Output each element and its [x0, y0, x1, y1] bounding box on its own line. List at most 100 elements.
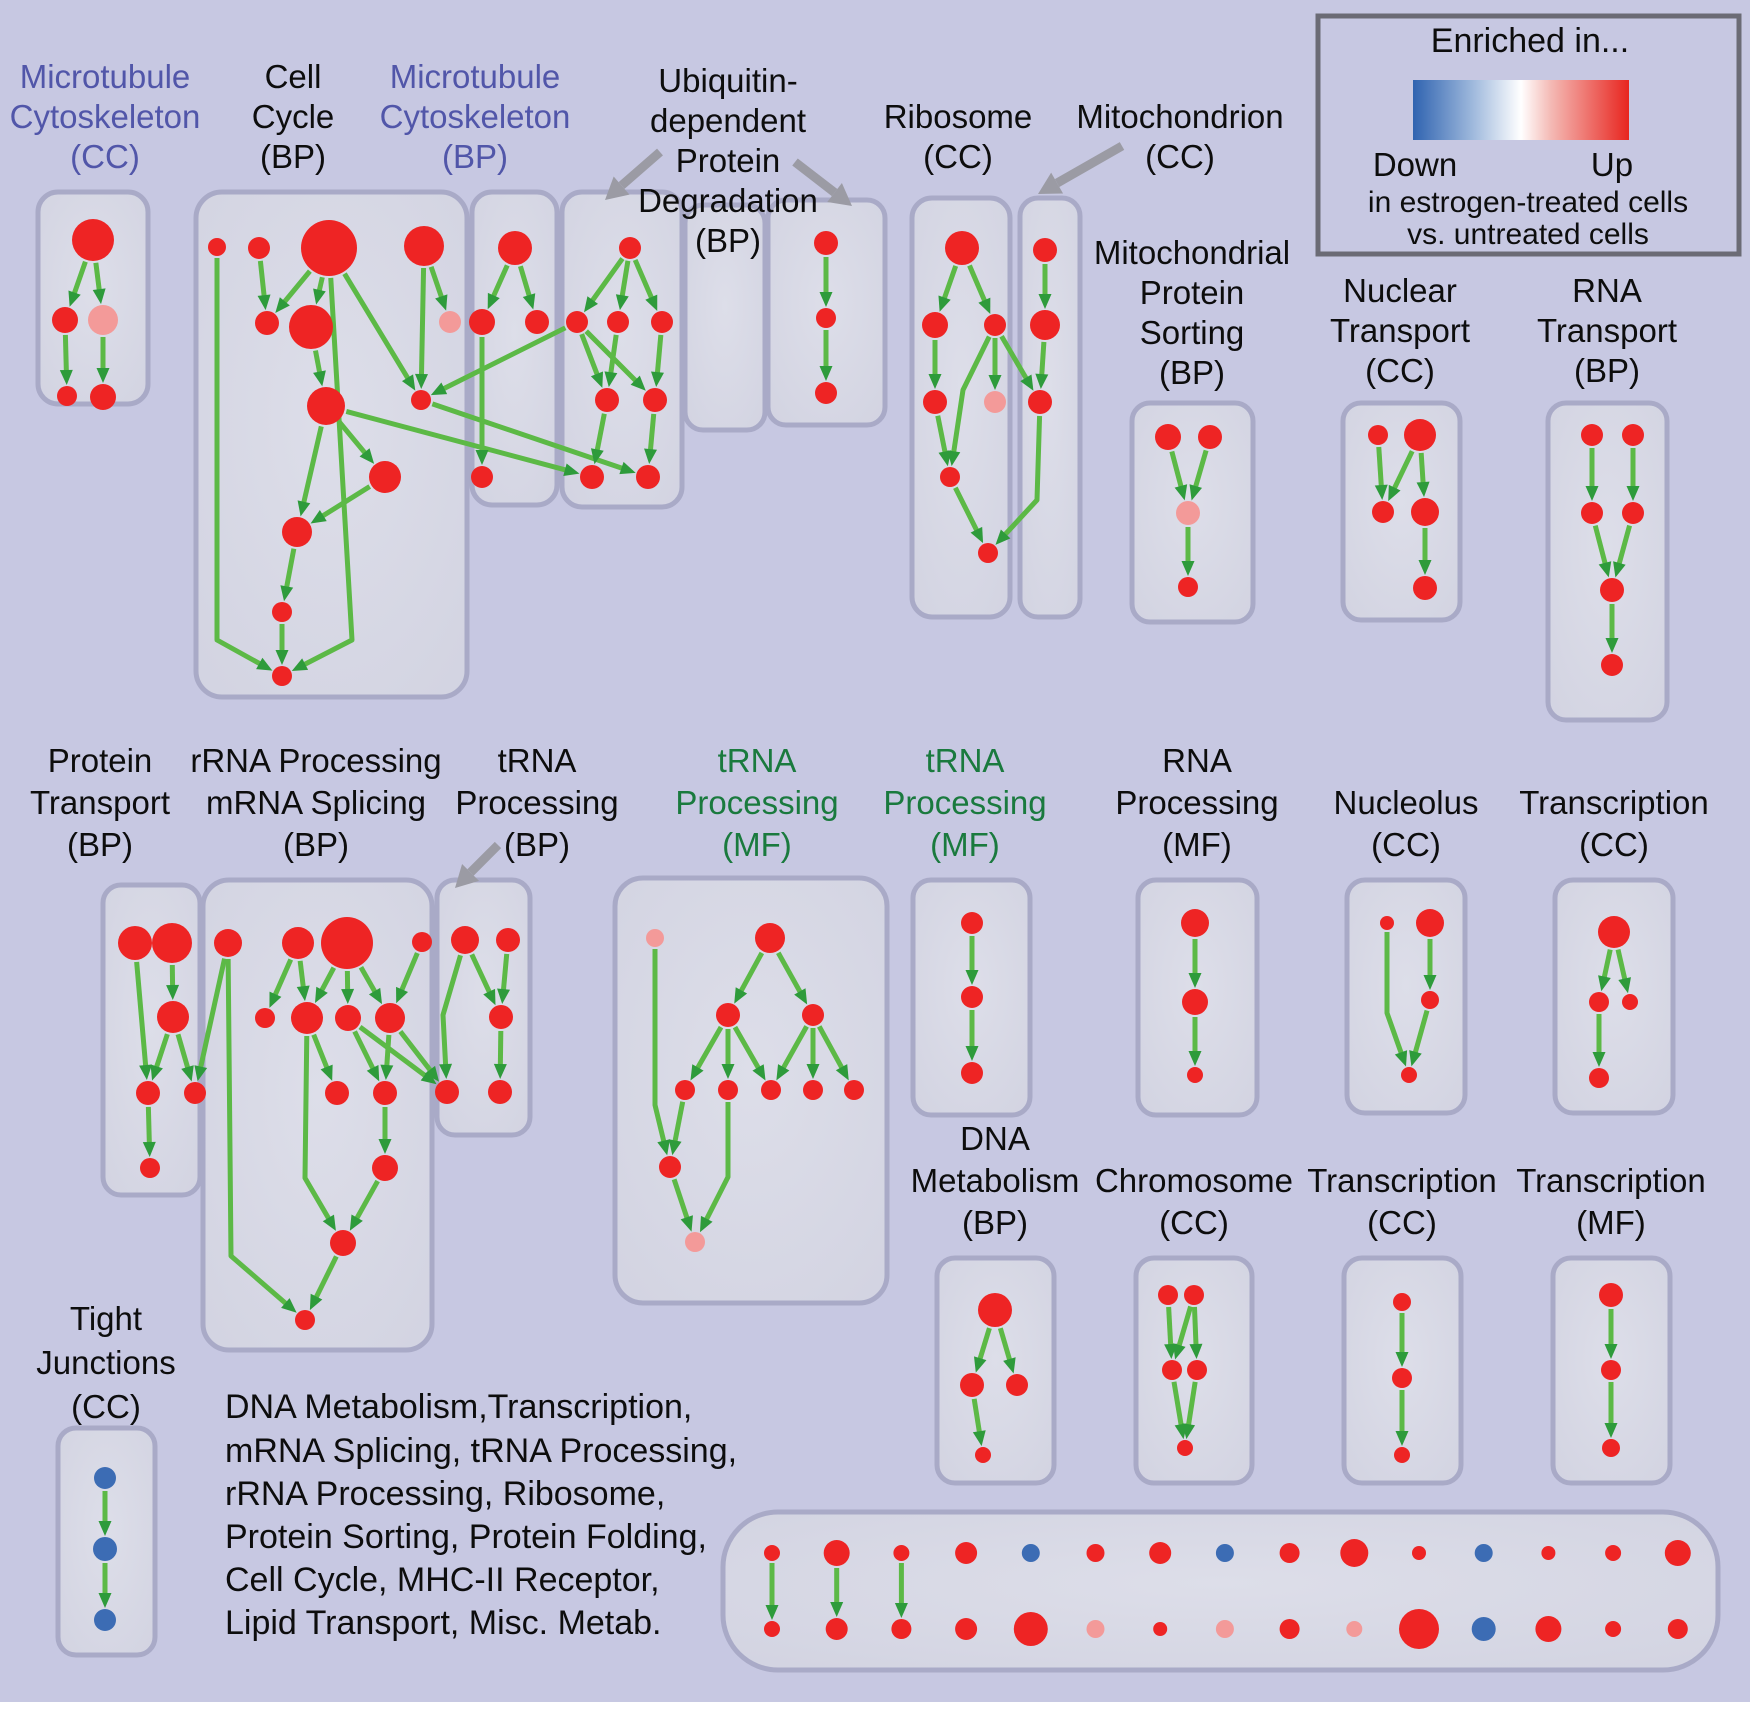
edge-arrowhead	[297, 500, 311, 517]
edge-arrowhead	[590, 371, 604, 388]
node-d3	[1006, 1374, 1028, 1396]
node-j2	[93, 1537, 117, 1561]
edge-arrowhead	[98, 1521, 112, 1536]
edge-arrowhead	[830, 1602, 844, 1617]
ubiquitin-label-line: dependent	[650, 102, 806, 139]
mitochondrion-label: Mitochondrion(CC)	[1076, 98, 1283, 175]
edge-arrowhead	[965, 1046, 979, 1061]
legend-title: Enriched in...	[1431, 22, 1629, 60]
edge-arrowhead	[806, 1064, 820, 1079]
tight-junctions-label: Tight Junctions (CC)	[36, 1300, 175, 1425]
ribosome-label-line: Ribosome	[884, 98, 1033, 135]
edge-line	[1616, 524, 1632, 567]
edge-arrowhead	[1003, 1357, 1016, 1374]
node-mc6t	[1149, 1542, 1172, 1564]
node-T2	[1622, 424, 1644, 446]
legend-subtitle-1: in estrogen-treated cells	[1368, 186, 1688, 219]
dna-metabolism-label-line: Metabolism	[911, 1162, 1080, 1199]
mito-sort-label-line: Mitochondrial	[1094, 234, 1290, 271]
node-mc6b	[1153, 1622, 1168, 1636]
node-c1	[208, 238, 226, 256]
node-d4	[975, 1447, 991, 1463]
rna-proc-mf-label: RNA Processing (MF)	[1115, 742, 1278, 863]
node-N1	[1368, 425, 1388, 445]
edge-line	[153, 1033, 170, 1071]
mt-cc-label-line: Cytoskeleton	[10, 98, 201, 135]
edge-line	[398, 1029, 434, 1074]
node-m2	[755, 923, 785, 953]
node-P5	[184, 1082, 206, 1104]
node-n1	[1380, 916, 1394, 930]
edge-line	[1169, 450, 1185, 490]
edge-arrowhead	[630, 375, 646, 391]
edge-arrowhead	[970, 526, 984, 544]
edge-line	[654, 334, 664, 376]
trna-mf1-label: tRNA Processing (MF)	[675, 742, 838, 863]
edge-arrowhead	[938, 450, 952, 467]
node-mc1b	[825, 1618, 848, 1640]
node-N2	[1404, 419, 1436, 451]
edge-arrowhead	[835, 1064, 849, 1081]
node-x3	[1394, 1447, 1410, 1463]
nuclear-transport-label-line: Nuclear	[1343, 272, 1457, 309]
node-c13	[272, 666, 292, 686]
edge-line	[588, 257, 625, 304]
edge-arrowhead	[349, 1214, 363, 1231]
edge-arrowhead	[150, 1064, 163, 1081]
node-T4	[1622, 502, 1644, 524]
edge-arrowhead	[341, 988, 355, 1005]
edge-arrowhead	[256, 657, 273, 671]
protein-transport-label-line: Protein	[48, 742, 153, 779]
edge-arrowhead	[651, 371, 664, 388]
transcription-cc-bot-label-line: Transcription	[1307, 1162, 1497, 1199]
edge-arrowhead	[1605, 638, 1619, 653]
node-c11	[282, 517, 312, 547]
tight-junctions-label-line: (CC)	[71, 1388, 141, 1425]
edge-line	[1176, 1305, 1194, 1349]
edge-arrowhead	[296, 985, 310, 1002]
edge-line	[1412, 1009, 1430, 1056]
summary-line: mRNA Splicing, tRNA Processing,	[225, 1432, 737, 1470]
edge-line	[257, 260, 267, 299]
edge-line	[1384, 932, 1405, 1057]
edge-arrowhead	[590, 448, 604, 465]
nuclear-transport-label-line: Transport	[1330, 312, 1470, 349]
edge-line	[694, 1025, 724, 1072]
edge-line	[300, 425, 324, 506]
trna-bp-callout-icon	[455, 841, 502, 888]
edge-arrowhead	[396, 986, 409, 1004]
edge-arrowhead	[794, 988, 808, 1005]
node-r2	[282, 927, 314, 959]
edge-line	[1166, 1306, 1174, 1348]
edge-line	[418, 267, 427, 378]
ribosome-label-line: (CC)	[923, 138, 993, 175]
edge-arrowhead	[699, 1215, 713, 1233]
node-v1	[1181, 909, 1209, 937]
edge-line	[579, 333, 601, 378]
node-mc12t	[1541, 1546, 1556, 1560]
edge-arrowhead	[309, 1293, 323, 1311]
edge-line	[1418, 452, 1426, 486]
trna-mf2-label-line: (MF)	[930, 826, 1000, 863]
misc-cluster-box	[720, 1509, 1721, 1673]
node-MS3	[1176, 501, 1200, 525]
node-T3	[1581, 502, 1603, 524]
edge-arrowhead	[380, 1064, 394, 1081]
edge-line	[71, 260, 88, 297]
node-mc5b	[1086, 1620, 1105, 1638]
node-n4	[1401, 1067, 1417, 1083]
summary-line: Lipid Transport, Misc. Metab.	[225, 1604, 662, 1642]
edge-line	[490, 264, 510, 300]
trna-bp-label-line: (BP)	[504, 826, 570, 863]
edge-line	[608, 334, 619, 376]
trna-mf1-label-line: tRNA	[718, 742, 797, 779]
edge-arrowhead	[280, 585, 294, 602]
edge-line	[62, 334, 69, 374]
rrna-label-line: mRNA Splicing	[206, 784, 426, 821]
ubiquitin-main-box	[559, 189, 685, 510]
node-mc9t	[1340, 1539, 1369, 1567]
mt-bp-label-line: Microtubule	[390, 58, 561, 95]
edge-line	[594, 413, 607, 453]
node-mc3t	[955, 1542, 978, 1564]
